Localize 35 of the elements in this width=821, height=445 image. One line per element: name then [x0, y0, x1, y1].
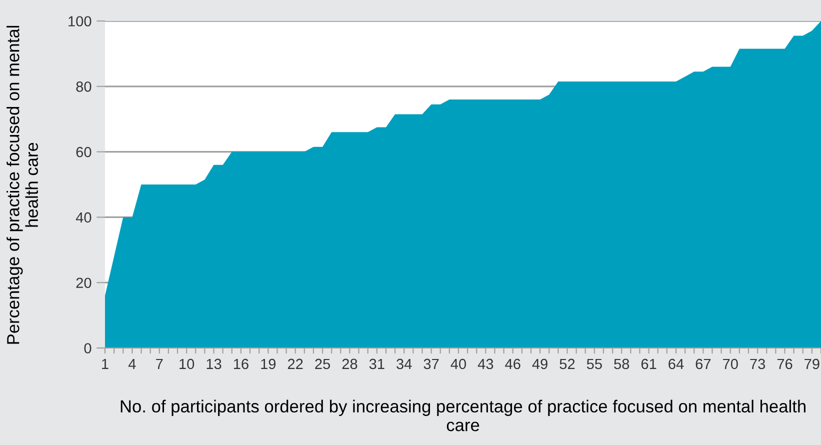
x-tick-label: 4 — [128, 358, 136, 369]
x-tick-label: 79 — [804, 358, 820, 370]
x-tick-label: 52 — [560, 358, 575, 370]
x-tick-label: 16 — [234, 358, 248, 370]
x-tick-label: 1 — [102, 358, 108, 369]
x-tick-label: 13 — [206, 358, 222, 370]
y-tick-label: 20 — [76, 278, 92, 288]
x-tick-label: 64 — [668, 358, 684, 370]
y-tick-label: 60 — [76, 146, 92, 158]
x-tick-label: 46 — [505, 358, 520, 370]
y-tick-label: 100 — [68, 16, 92, 26]
x-axis-title: No. of participants ordered by increasing percentage of practice focused on mental health care — [120, 400, 806, 432]
x-tick-label: 70 — [723, 358, 738, 370]
x-tick-label: 67 — [696, 358, 711, 370]
x-tick-label: 19 — [261, 358, 276, 370]
x-tick-label: 37 — [424, 358, 439, 370]
x-tick-label: 22 — [288, 358, 303, 369]
x-tick-label: 10 — [180, 358, 194, 370]
x-tick-label: 43 — [478, 358, 494, 370]
x-tick-label: 58 — [614, 358, 630, 370]
x-tick-label: 55 — [586, 358, 602, 370]
x-tick-label: 7 — [156, 358, 163, 369]
y-tick-label: 40 — [76, 212, 92, 223]
x-tick-label: 25 — [315, 358, 330, 370]
x-tick-label: 49 — [532, 358, 548, 370]
y-axis-title: Percentage of practice focused on mental health care — [6, 26, 38, 344]
y-tick-label: 0 — [84, 343, 92, 354]
x-tick-label: 61 — [641, 358, 656, 370]
y-tick-label: 80 — [76, 82, 92, 92]
x-tick-label: 73 — [750, 358, 766, 370]
x-tick-label: 40 — [450, 358, 466, 370]
x-tick-label: 31 — [369, 358, 384, 370]
x-tick-label: 28 — [342, 358, 358, 370]
x-tick-label: 76 — [777, 358, 792, 370]
x-tick-label: 34 — [396, 358, 412, 370]
